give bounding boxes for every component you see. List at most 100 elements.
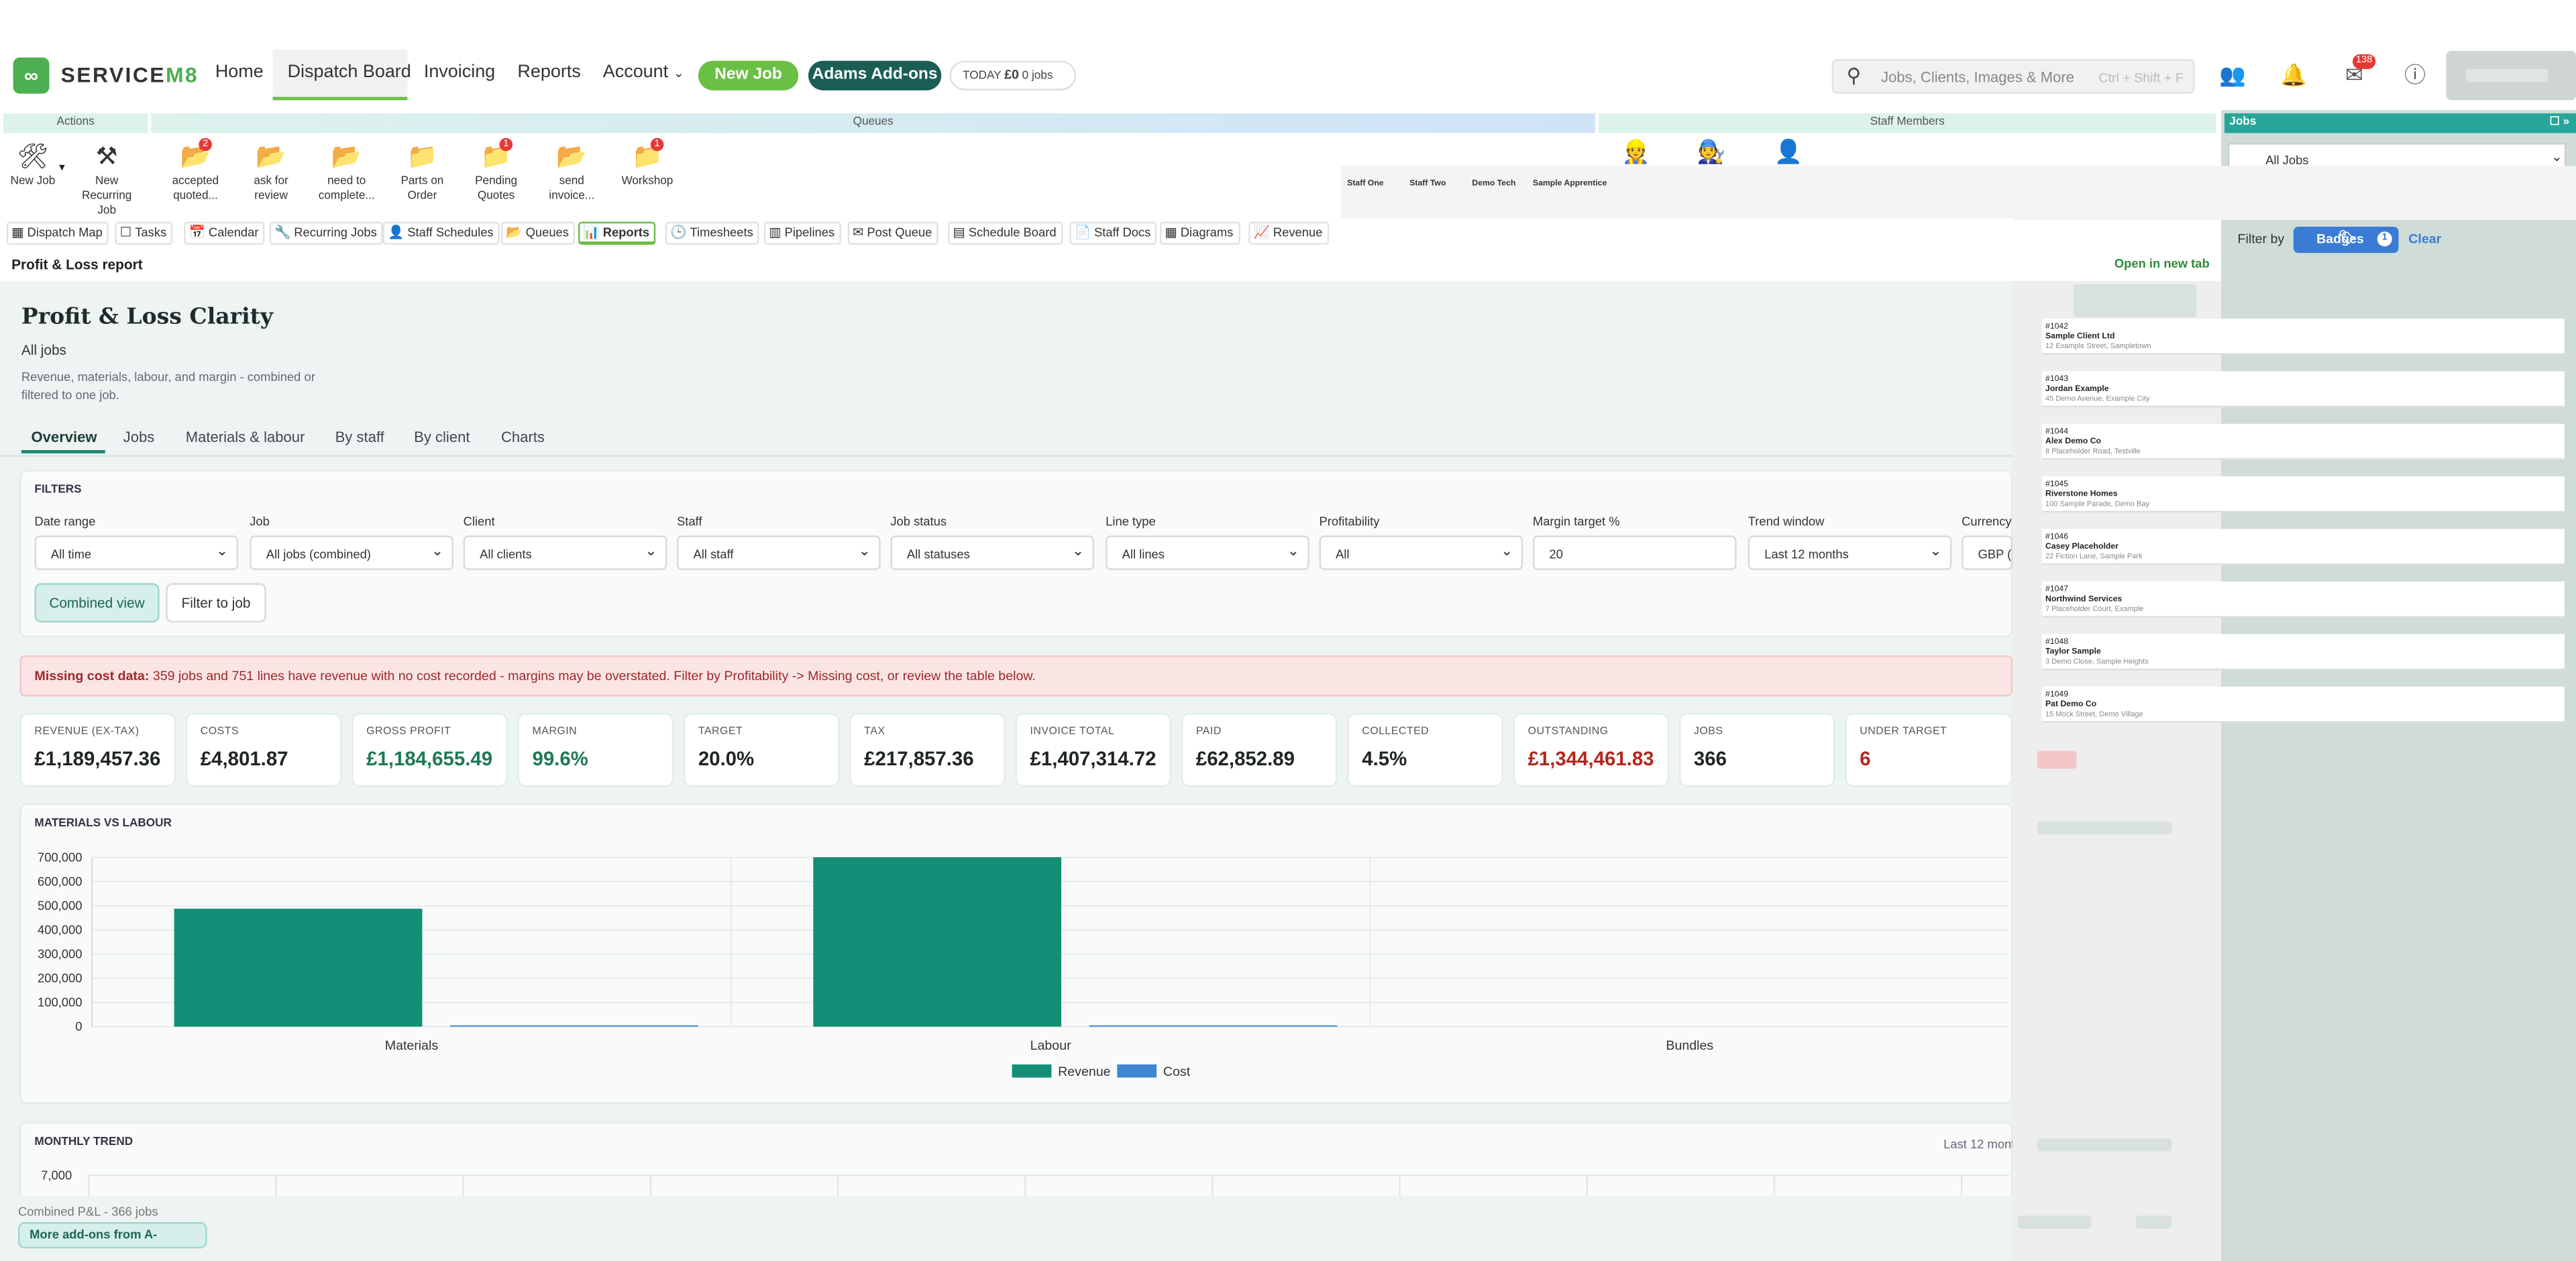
tab-pipelines[interactable]: ▥ Pipelines <box>763 221 841 245</box>
job-number: #1045 <box>2045 480 2069 490</box>
combined-view-button[interactable]: Combined view <box>34 583 160 623</box>
queue-parts-on-order[interactable]: 📁 Parts on Order <box>389 142 455 204</box>
tab-schedule-board[interactable]: ▤ Schedule Board <box>948 221 1063 245</box>
filter-margin-target--select[interactable]: 20 <box>1532 535 1737 570</box>
queues-header: Queues <box>151 113 1595 133</box>
filter-staff-select[interactable]: All staff ⌄ <box>676 535 881 570</box>
list-item[interactable]: #1045 Riverstone Homes 100 Sample Parade, … <box>2042 476 2565 513</box>
filters-heading: FILTERS <box>34 484 82 496</box>
staff-name[interactable]: Staff One <box>1347 178 1384 189</box>
tab-timesheets[interactable]: 🕒 Timesheets <box>665 221 760 245</box>
profile-menu[interactable] <box>2446 50 2576 101</box>
tab-by-client[interactable]: By client <box>414 429 470 445</box>
servicem8-logo[interactable]: ∞ <box>13 57 50 94</box>
help-icon[interactable]: ⓘ <box>2404 62 2426 87</box>
bar-revenue-materials[interactable] <box>174 908 423 1027</box>
filter-profitability-select[interactable]: All ⌄ <box>1319 535 1523 570</box>
expand-icon[interactable]: ☐ » <box>2549 116 2570 129</box>
action-new-job[interactable]: 🛠 New Job <box>0 142 66 189</box>
filter-client-select[interactable]: All clients ⌄ <box>463 535 667 570</box>
nav-home[interactable]: Home <box>215 62 264 83</box>
list-item[interactable]: #1043 Jordan Example 45 Demo Avenue, Examp… <box>2042 371 2565 408</box>
global-search[interactable]: ⚲ Jobs, Clients, Images & More Ctrl + Sh… <box>1831 59 2195 94</box>
chevron-down-icon: ⌄ <box>1929 542 1942 559</box>
staff-worker-icon[interactable]: 👤 <box>1774 138 1803 164</box>
filter-to-job-button[interactable]: Filter to job <box>166 583 266 623</box>
open-in-new-tab-link[interactable]: Open in new tab <box>2114 256 2210 272</box>
tab-by-staff[interactable]: By staff <box>335 429 384 445</box>
tab-revenue[interactable]: 📈 Revenue <box>1248 221 1330 245</box>
tab-materials-labour[interactable]: Materials & labour <box>185 429 305 445</box>
bar-revenue-labour[interactable] <box>813 857 1062 1027</box>
bar-cost-materials[interactable] <box>450 1025 698 1027</box>
tab-calendar[interactable]: 📅 Calendar <box>184 221 266 245</box>
tab-queues[interactable]: 📂 Queues <box>500 221 576 245</box>
chevron-down-icon: ⌄ <box>1071 542 1085 559</box>
staff-worker-icon[interactable]: 👷 <box>1621 138 1650 164</box>
tab-staff-schedules[interactable]: 👤 Staff Schedules <box>382 221 500 245</box>
missing-cost-alert: Missing cost data: 359 jobs and 751 line… <box>19 655 2013 697</box>
inbox-icon[interactable]: ✉ 138 <box>2339 54 2376 91</box>
new-job-tools-icon: 🛠 <box>17 143 49 171</box>
queue-ask-for-review[interactable]: 📂 ask for review <box>238 142 304 204</box>
tab-jobs[interactable]: Jobs <box>123 429 155 445</box>
nav-reports[interactable]: Reports <box>517 62 581 83</box>
tab-post-queue[interactable]: ✉ Post Queue <box>847 221 939 245</box>
tab-dispatch-map[interactable]: ▦ Dispatch Map <box>6 221 109 245</box>
staff-name[interactable]: Demo Tech <box>1472 178 1516 189</box>
tab-charts[interactable]: Charts <box>500 429 545 445</box>
tab-icon: 🔧 <box>274 225 291 240</box>
list-item[interactable]: #1048 Taylor Sample 3 Demo Close, Sample H… <box>2042 634 2565 671</box>
today-summary[interactable]: TODAY £0 0 jobs <box>949 60 1077 91</box>
filter-trend-window-select[interactable]: Last 12 months ⌄ <box>1748 535 1952 570</box>
nav-dispatch-board[interactable]: Dispatch Board <box>287 62 411 83</box>
kpi-value: £62,852.89 <box>1195 747 1295 771</box>
list-item[interactable]: #1049 Pat Demo Co 15 Mock Street, Demo Vil… <box>2042 686 2565 723</box>
filter-job-status-select[interactable]: All statuses ⌄ <box>890 535 1095 570</box>
queue-accepted-quoted[interactable]: 📂 2 accepted quoted... <box>162 138 228 204</box>
bell-icon[interactable]: 🔔 <box>2279 62 2307 87</box>
staff-worker-icon[interactable]: 🧑‍🔧 <box>1697 138 1726 164</box>
job-address: 15 Mock Street, Demo Village <box>2045 709 2143 718</box>
list-item[interactable]: #1047 Northwind Services 7 Placeholder Cou… <box>2042 581 2565 618</box>
filter-line-type-select[interactable]: All lines ⌄ <box>1106 535 1309 570</box>
staff-name[interactable]: Sample Apprentice <box>1532 178 1607 189</box>
search-icon: ⚲ <box>1846 64 1862 87</box>
nav-account[interactable]: Account ⌄ <box>602 62 685 83</box>
badges-filter-button[interactable]: 🏷 Badges 1 <box>2293 226 2399 254</box>
tab-divider <box>0 455 2013 457</box>
tab-overview[interactable]: Overview <box>31 429 97 445</box>
filter-currency-select[interactable]: GBP (£) <box>1962 535 2013 570</box>
tab-diagrams[interactable]: ▦ Diagrams <box>1159 221 1240 245</box>
blue-folder-icon: 📁 1 <box>614 138 680 174</box>
list-item[interactable]: #1046 Casey Placeholder 22 Fiction Lane, S… <box>2042 529 2565 565</box>
list-item[interactable]: #1042 Sample Client Ltd 12 Example Street,… <box>2042 319 2565 355</box>
tab-staff-docs[interactable]: 📄 Staff Docs <box>1069 221 1158 245</box>
new-job-dropdown-icon[interactable]: ▾ <box>59 162 65 174</box>
filter-job-select[interactable]: All jobs (combined) ⌄ <box>250 535 453 570</box>
people-icon[interactable]: 👥 <box>2219 62 2247 87</box>
nav-invoicing[interactable]: Invoicing <box>423 62 496 83</box>
bar-cost-labour[interactable] <box>1089 1025 1338 1027</box>
new-job-button[interactable]: New Job <box>698 60 799 91</box>
tab-recurring-jobs[interactable]: 🔧 Recurring Jobs <box>269 221 384 245</box>
tab-tasks[interactable]: ☐ Tasks <box>115 221 173 245</box>
queue-need-to-complete[interactable]: 📂 need to complete... <box>314 142 380 204</box>
chevron-down-icon: ⌄ <box>2551 149 2563 164</box>
filter-date-range-select[interactable]: All time ⌄ <box>34 535 239 570</box>
job-client: Pat Demo Co <box>2045 700 2097 710</box>
more-addons-button[interactable]: More add-ons from A- <box>17 1222 207 1249</box>
queue-workshop[interactable]: 📁 1 Workshop <box>614 138 680 189</box>
queue-send-invoice[interactable]: 📂 send invoice... <box>539 142 604 204</box>
clear-filter-link[interactable]: Clear <box>2408 231 2442 247</box>
job-number: #1047 <box>2045 584 2069 595</box>
action-new-recurring-job[interactable]: ⚒ New Recurring Job <box>74 142 140 219</box>
chevron-down-icon: ⌄ <box>673 65 685 81</box>
y-tick-label: 500,000 <box>38 899 82 913</box>
tab-reports[interactable]: 📊 Reports <box>578 221 656 245</box>
queue-pending-quotes[interactable]: 📁 1 Pending Quotes <box>464 138 529 204</box>
addons-button[interactable]: Adams Add-ons <box>808 60 942 91</box>
list-item[interactable]: #1044 Alex Demo Co 8 Placeholder Road, Tes… <box>2042 423 2565 460</box>
staff-name[interactable]: Staff Two <box>1409 178 1446 189</box>
kpi-card: MARGIN 99.6% <box>517 712 674 787</box>
